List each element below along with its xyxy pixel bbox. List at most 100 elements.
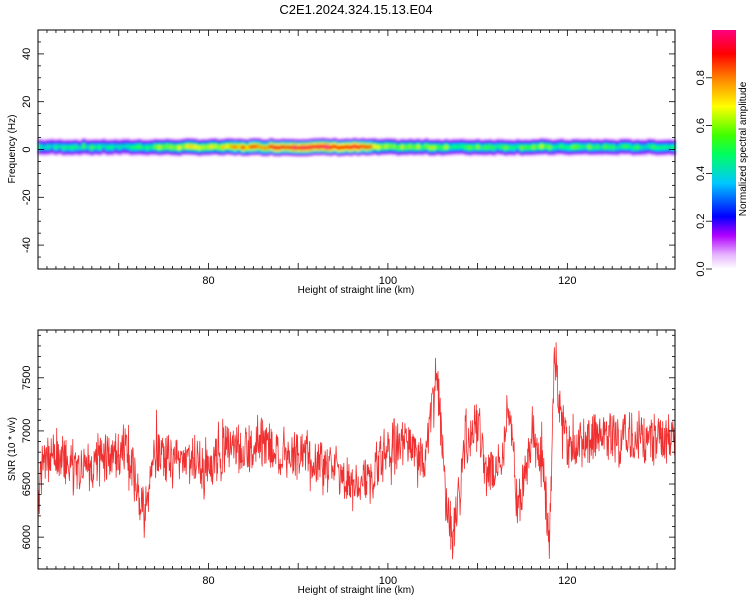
- snr-series: [37, 342, 676, 560]
- spectrogram-cell: [400, 145, 405, 149]
- spectrogram-cell: [595, 145, 600, 149]
- spectrogram-cell: [137, 144, 143, 149]
- spectrogram-cell: [623, 144, 628, 149]
- spectrogram-cell: [213, 144, 218, 149]
- spectrogram-cell: [145, 145, 151, 150]
- spectrogram-cell: [655, 145, 660, 150]
- snr-y-axis-label: SNR (10 * v/v): [7, 417, 18, 481]
- spectrogram-cell: [408, 144, 413, 149]
- colorbar-tick-label: 0.4: [695, 166, 707, 181]
- spectrogram-cell: [153, 144, 159, 149]
- spectrogram-cell: [284, 145, 290, 150]
- spectrogram-cell: [49, 144, 55, 149]
- spectrogram-cell: [256, 144, 262, 149]
- x-tick-label: 80: [202, 275, 214, 287]
- spectrogram-cell: [245, 145, 250, 150]
- snr-line: [37, 342, 676, 560]
- spectrogram-cell: [619, 144, 624, 149]
- spectrogram-cell: [380, 144, 385, 149]
- y-tick-label: -20: [21, 189, 33, 205]
- spectrogram-cell: [547, 145, 553, 150]
- spectrogram-y-axis-label: Frequency (Hz): [7, 115, 18, 184]
- spectrogram-cell: [165, 144, 170, 149]
- spectrogram-cell: [523, 145, 529, 150]
- spectrogram-cell: [591, 145, 596, 150]
- spectrogram-cell: [61, 145, 67, 150]
- spectrogram-cell: [225, 144, 230, 149]
- spectrogram-cell: [149, 145, 155, 150]
- spectrogram-cell: [260, 145, 266, 150]
- colorbar-tick-label: 0.0: [695, 261, 707, 276]
- spectrogram-cell: [643, 145, 648, 150]
- x-tick-label: 100: [379, 575, 397, 587]
- colorbar-tick-label: 0.8: [695, 70, 707, 85]
- spectrogram-cell: [563, 145, 569, 150]
- spectrogram-cell: [412, 145, 417, 150]
- colorbar-tick-label: 0.6: [695, 118, 707, 133]
- spectrogram-cell: [288, 145, 294, 150]
- spectrogram-cell: [448, 145, 453, 150]
- spectrogram-cell: [635, 145, 640, 150]
- spectrogram-cell: [575, 144, 581, 149]
- spectrogram-cell: [241, 145, 246, 150]
- spectrogram-cell: [169, 145, 174, 150]
- spectrogram-cell: [360, 144, 366, 149]
- y-tick-label: 20: [21, 96, 33, 108]
- colorbar: 0.0 0.2 0.4 0.6 0.8 Normalized spectral ampl…: [695, 30, 749, 277]
- spectrogram-cell: [475, 145, 481, 149]
- spectrogram-cell: [161, 145, 166, 150]
- spectrogram-cell: [292, 145, 298, 150]
- spectrogram-cell: [217, 145, 222, 150]
- y-tick-label: 7000: [21, 419, 33, 443]
- spectrogram-cell: [316, 144, 322, 149]
- spectrogram-cell: [173, 145, 178, 150]
- spectrogram-cell: [81, 144, 87, 149]
- y-tick-label: 6000: [21, 525, 33, 549]
- spectrogram-cell: [328, 145, 334, 150]
- spectrogram-cell: [440, 145, 445, 150]
- spectrogram-cell: [487, 145, 493, 150]
- spectrogram-cell: [336, 145, 342, 150]
- spectrogram-cell: [312, 144, 318, 149]
- spectrogram-cell: [599, 145, 604, 150]
- spectrogram-cell: [181, 144, 186, 149]
- spectrogram-cell: [125, 144, 131, 149]
- colorbar-gradient: [712, 30, 736, 269]
- spectrogram-cell: [368, 144, 374, 149]
- spectrogram-cell: [300, 145, 306, 150]
- spectrogram-cell: [276, 145, 282, 150]
- spectrogram-cell: [193, 144, 198, 149]
- spectrogram-cell: [177, 145, 182, 150]
- spectrogram-cell: [603, 144, 608, 149]
- spectrogram-cell: [503, 145, 509, 150]
- spectrogram-cell: [197, 145, 202, 150]
- spectrogram-cell: [237, 144, 242, 149]
- spectrogram-cell: [583, 144, 589, 149]
- spectrogram-ticks: 80 100 120 -40 -20 0 20 40: [21, 29, 676, 287]
- spectrogram-cell: [555, 144, 561, 149]
- y-tick-label: 40: [21, 48, 33, 60]
- y-tick-label: 7500: [21, 366, 33, 390]
- spectrogram-cell: [511, 145, 517, 150]
- spectrogram-cell: [57, 144, 63, 149]
- figure-title: C2E1.2024.324.15.13.E04: [279, 2, 432, 17]
- spectrogram-panel: 80 100 120 -40 -20 0 20 40 Height of straight l…: [7, 29, 676, 296]
- spectrogram-cell: [304, 145, 310, 150]
- spectrogram-cell: [392, 144, 397, 149]
- spectrogram-cell: [647, 144, 652, 149]
- spectrogram-cell: [579, 145, 585, 149]
- spectrogram-cell: [471, 145, 477, 150]
- spectrogram-cell: [436, 145, 441, 149]
- colorbar-ticks: 0.0 0.2 0.4 0.6 0.8: [695, 70, 712, 277]
- spectrogram-x-axis-label: Height of straight line (km): [298, 285, 415, 296]
- snr-x-axis-label: Height of straight line (km): [298, 585, 415, 596]
- spectrogram-cell: [53, 145, 59, 150]
- spectrogram-cell: [205, 145, 210, 150]
- spectrogram-cell: [185, 144, 190, 149]
- spectrogram-cell: [129, 145, 135, 150]
- spectrogram-cell: [456, 144, 461, 149]
- spectrogram-cell: [364, 145, 370, 150]
- spectrogram-cell: [651, 145, 656, 149]
- spectrogram-cell: [396, 145, 401, 150]
